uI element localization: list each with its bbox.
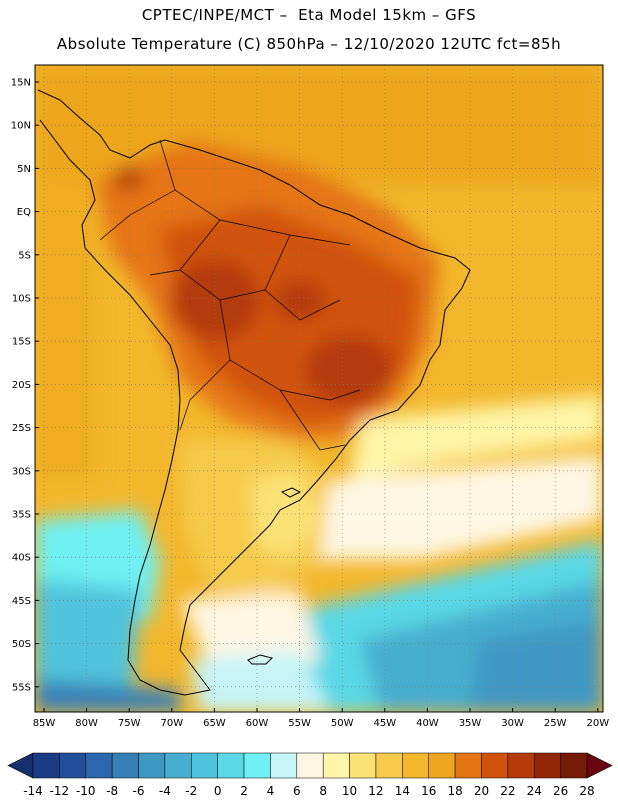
falklands [247,654,273,665]
colorbar-swatch [402,752,429,779]
colorbar-swatch [217,752,245,779]
lon-label: 30W [501,718,524,729]
colorbar-swatch [481,752,509,779]
lon-label: 55W [288,718,311,729]
colorbar-swatch [138,752,166,779]
lat-label: 5S [18,250,31,261]
longitude-labels: 85W 80W 75W 70W 65W 60W 55W 50W 45W 40W 35W 30W 25W 2… [33,708,609,729]
colorbar-label: 10 [342,784,357,798]
colorbar-swatch [85,752,113,779]
chart-title: CPTEC/INPE/MCT – Eta Model 15km – GFS [141,6,477,24]
lon-label: 70W [160,718,183,729]
colorbar-swatch [533,752,561,779]
colorbar-label: -14 [23,784,43,798]
colorbar-label: -4 [159,784,171,798]
chart-subtitle: Absolute Temperature (C) 850hPa – 12/10/… [56,35,562,53]
lat-label: 20S [12,380,31,391]
graticule [35,65,603,712]
lat-label: 25S [12,423,31,434]
lon-label: 80W [75,718,98,729]
colorbar-swatch [32,752,60,779]
colorbar: -14 -12 -10 -8 -6 -4 -2 0 2 4 6 8 10 12 14 16 18 20 22 24 26… [7,752,613,798]
field-atlantic-coldest [470,620,603,712]
colorbar-swatch [270,752,298,779]
field-south-pale [190,650,330,712]
colorbar-swatch [296,752,324,779]
colorbar-swatch [59,752,87,779]
lon-label: 65W [203,718,226,729]
lon-label: 45W [373,718,396,729]
field-pacific-colder [35,580,140,712]
colorbar-arrow-right [586,752,613,779]
lat-label: 10N [11,121,31,132]
lat-label: 15N [11,78,31,89]
colorbar-swatch [375,752,403,779]
uruguay-lagoon [280,487,302,498]
lat-label: 10S [12,294,31,305]
colorbar-label: 14 [395,784,410,798]
field-hotspot-north [114,166,142,190]
colorbar-swatch [349,752,377,779]
colorbar-swatch [191,752,218,779]
colorbar-label: 24 [527,784,542,798]
country-borders [99,139,361,451]
colorbar-swatch [507,752,535,779]
colorbar-label: -10 [76,784,96,798]
lat-label: 5N [17,164,31,175]
lon-label: 40W [416,718,439,729]
colorbar-label: 28 [579,784,594,798]
colorbar-swatch [111,752,139,779]
lon-label: 20W [586,718,609,729]
colorbar-swatch [322,752,350,779]
map-frame [34,64,604,713]
lat-label: 50S [12,639,31,650]
colorbar-label: 18 [447,784,462,798]
latitude-labels: 15N 10N 5N EQ 5S 10S 15S 20S 25S 30S 35S 40S 45S 50S 5… [11,78,39,693]
colorbar-swatch [560,752,588,779]
colorbar-label: 16 [421,784,436,798]
colorbar-swatch [164,752,192,779]
colorbar-label: 0 [214,784,222,798]
colorbar-label: 6 [293,784,301,798]
colorbar-swatch [428,752,456,779]
lon-label: 85W [33,718,56,729]
colorbar-swatch [454,752,482,779]
colorbar-label: 4 [267,784,275,798]
field-hotspot-center [275,280,325,320]
lon-label: 35W [459,718,482,729]
lat-label: 30S [12,466,31,477]
lat-label: 15S [12,337,31,348]
field-pacific-band [35,180,95,480]
colorbar-label: -8 [106,784,118,798]
colorbar-label: 22 [500,784,515,798]
lat-label: EQ [17,207,31,218]
lon-label: 50W [331,718,354,729]
colorbar-label: 20 [474,784,489,798]
lon-label: 60W [246,718,269,729]
temperature-field [35,65,603,712]
coastline [37,89,471,696]
colorbar-label: -12 [50,784,70,798]
lat-label: 45S [12,596,31,607]
lat-label: 55S [12,682,31,693]
field-atlantic-cream [320,455,603,560]
colorbar-label: 2 [240,784,248,798]
field-hotspot-west [170,260,260,340]
colorbar-swatch [243,752,271,779]
lon-label: 25W [544,718,567,729]
colorbar-label: 8 [319,784,327,798]
colorbar-arrow-left [7,752,34,779]
field-atlantic-pale [350,395,603,480]
colorbar-label: -6 [133,784,145,798]
field-southcone-mild [250,470,320,560]
field-southwest-cold [35,680,180,712]
colorbar-label: -2 [185,784,197,798]
lon-label: 75W [118,718,141,729]
lat-label: 35S [12,510,31,521]
lat-label: 40S [12,553,31,564]
colorbar-label: 26 [553,784,568,798]
field-hotspot-east [305,335,395,405]
colorbar-label: 12 [368,784,383,798]
